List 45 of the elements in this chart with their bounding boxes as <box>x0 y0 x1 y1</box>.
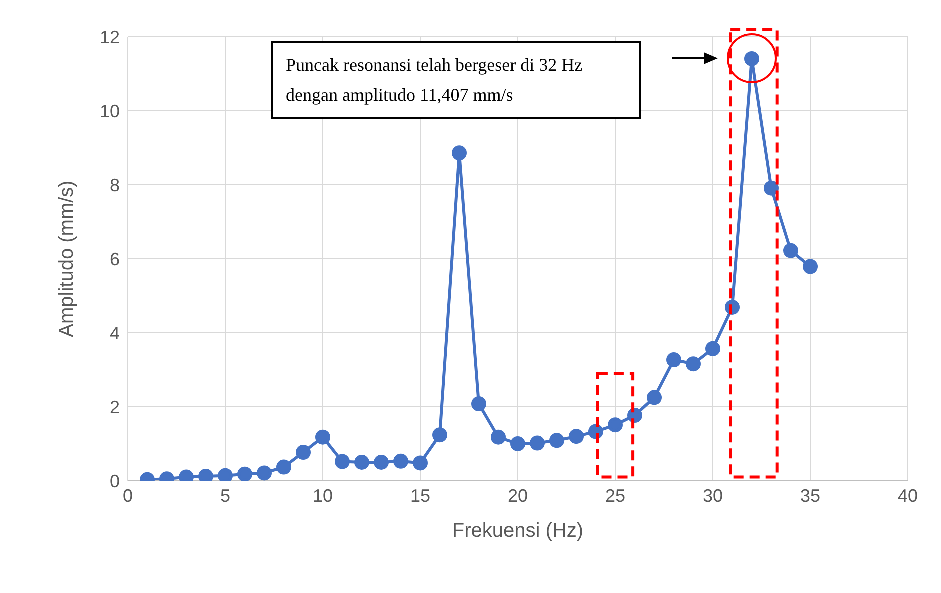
point <box>413 456 428 471</box>
point <box>784 243 798 258</box>
point <box>608 418 623 433</box>
point <box>647 390 662 406</box>
point <box>335 454 350 470</box>
point <box>472 396 486 412</box>
y-tick-label: 6 <box>110 249 120 270</box>
y-tick-label: 12 <box>100 27 120 48</box>
point <box>510 436 526 452</box>
x-tick-label: 40 <box>898 486 918 506</box>
point <box>316 430 330 445</box>
y-tick-label: 8 <box>110 175 120 196</box>
x-tick-label: 30 <box>702 486 724 506</box>
point <box>257 466 272 481</box>
point <box>374 455 389 470</box>
x-axis-title: Frekuensi (Hz) <box>452 520 584 542</box>
x-tick-label: 0 <box>122 486 134 506</box>
point <box>432 428 448 443</box>
x-tick-label: 10 <box>312 486 334 506</box>
point <box>803 259 818 274</box>
x-tick-label: 20 <box>508 486 528 506</box>
x-tick-label: 5 <box>220 486 231 506</box>
point <box>530 436 545 451</box>
point <box>666 352 682 368</box>
x-tick-label: 25 <box>605 486 626 506</box>
point <box>276 460 292 475</box>
point <box>394 454 408 469</box>
point <box>569 429 584 444</box>
point <box>491 430 506 445</box>
x-tick-label: 15 <box>410 486 431 506</box>
y-tick-label: 4 <box>110 323 120 344</box>
y-axis-title: Amplitudo (mm/s) <box>56 180 78 338</box>
point <box>686 356 701 372</box>
point <box>354 455 370 470</box>
point <box>706 341 720 356</box>
point <box>296 445 311 460</box>
y-tick-label: 2 <box>110 397 120 418</box>
point <box>550 433 564 448</box>
point <box>218 468 233 481</box>
x-tick-label: 35 <box>800 486 821 506</box>
y-tick-label: 0 <box>110 471 120 492</box>
point <box>238 466 252 481</box>
point <box>452 146 467 161</box>
point <box>764 180 779 196</box>
y-tick-label: 10 <box>100 101 120 122</box>
